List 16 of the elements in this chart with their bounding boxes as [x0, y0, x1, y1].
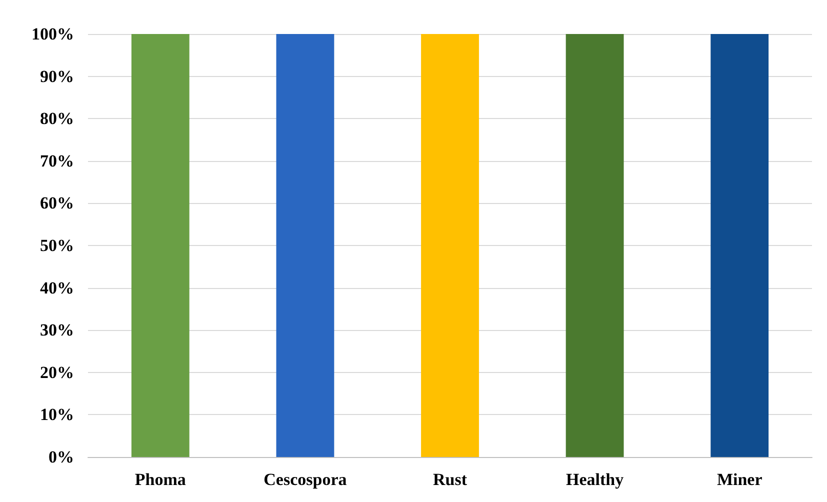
y-tick-label: 80% [40, 109, 74, 128]
y-tick-label: 90% [40, 66, 74, 86]
y-tick-label: 50% [40, 236, 74, 255]
y-tick-label: 60% [40, 194, 74, 213]
x-tick-label: Healthy [566, 470, 624, 489]
x-tick-label: Cescospora [264, 470, 348, 489]
x-tick-label: Phoma [134, 470, 186, 489]
x-tick-label: Miner [716, 470, 763, 489]
y-tick-label: 40% [40, 278, 74, 298]
x-tick-label: Rust [432, 470, 468, 489]
y-tick-label: 70% [40, 151, 74, 170]
y-tick-label: 10% [40, 405, 74, 424]
y-tick-label: 0% [48, 448, 74, 466]
y-tick-label: 20% [40, 362, 74, 382]
y-tick-label: 100% [32, 24, 74, 44]
y-tick-label: 30% [40, 320, 74, 340]
